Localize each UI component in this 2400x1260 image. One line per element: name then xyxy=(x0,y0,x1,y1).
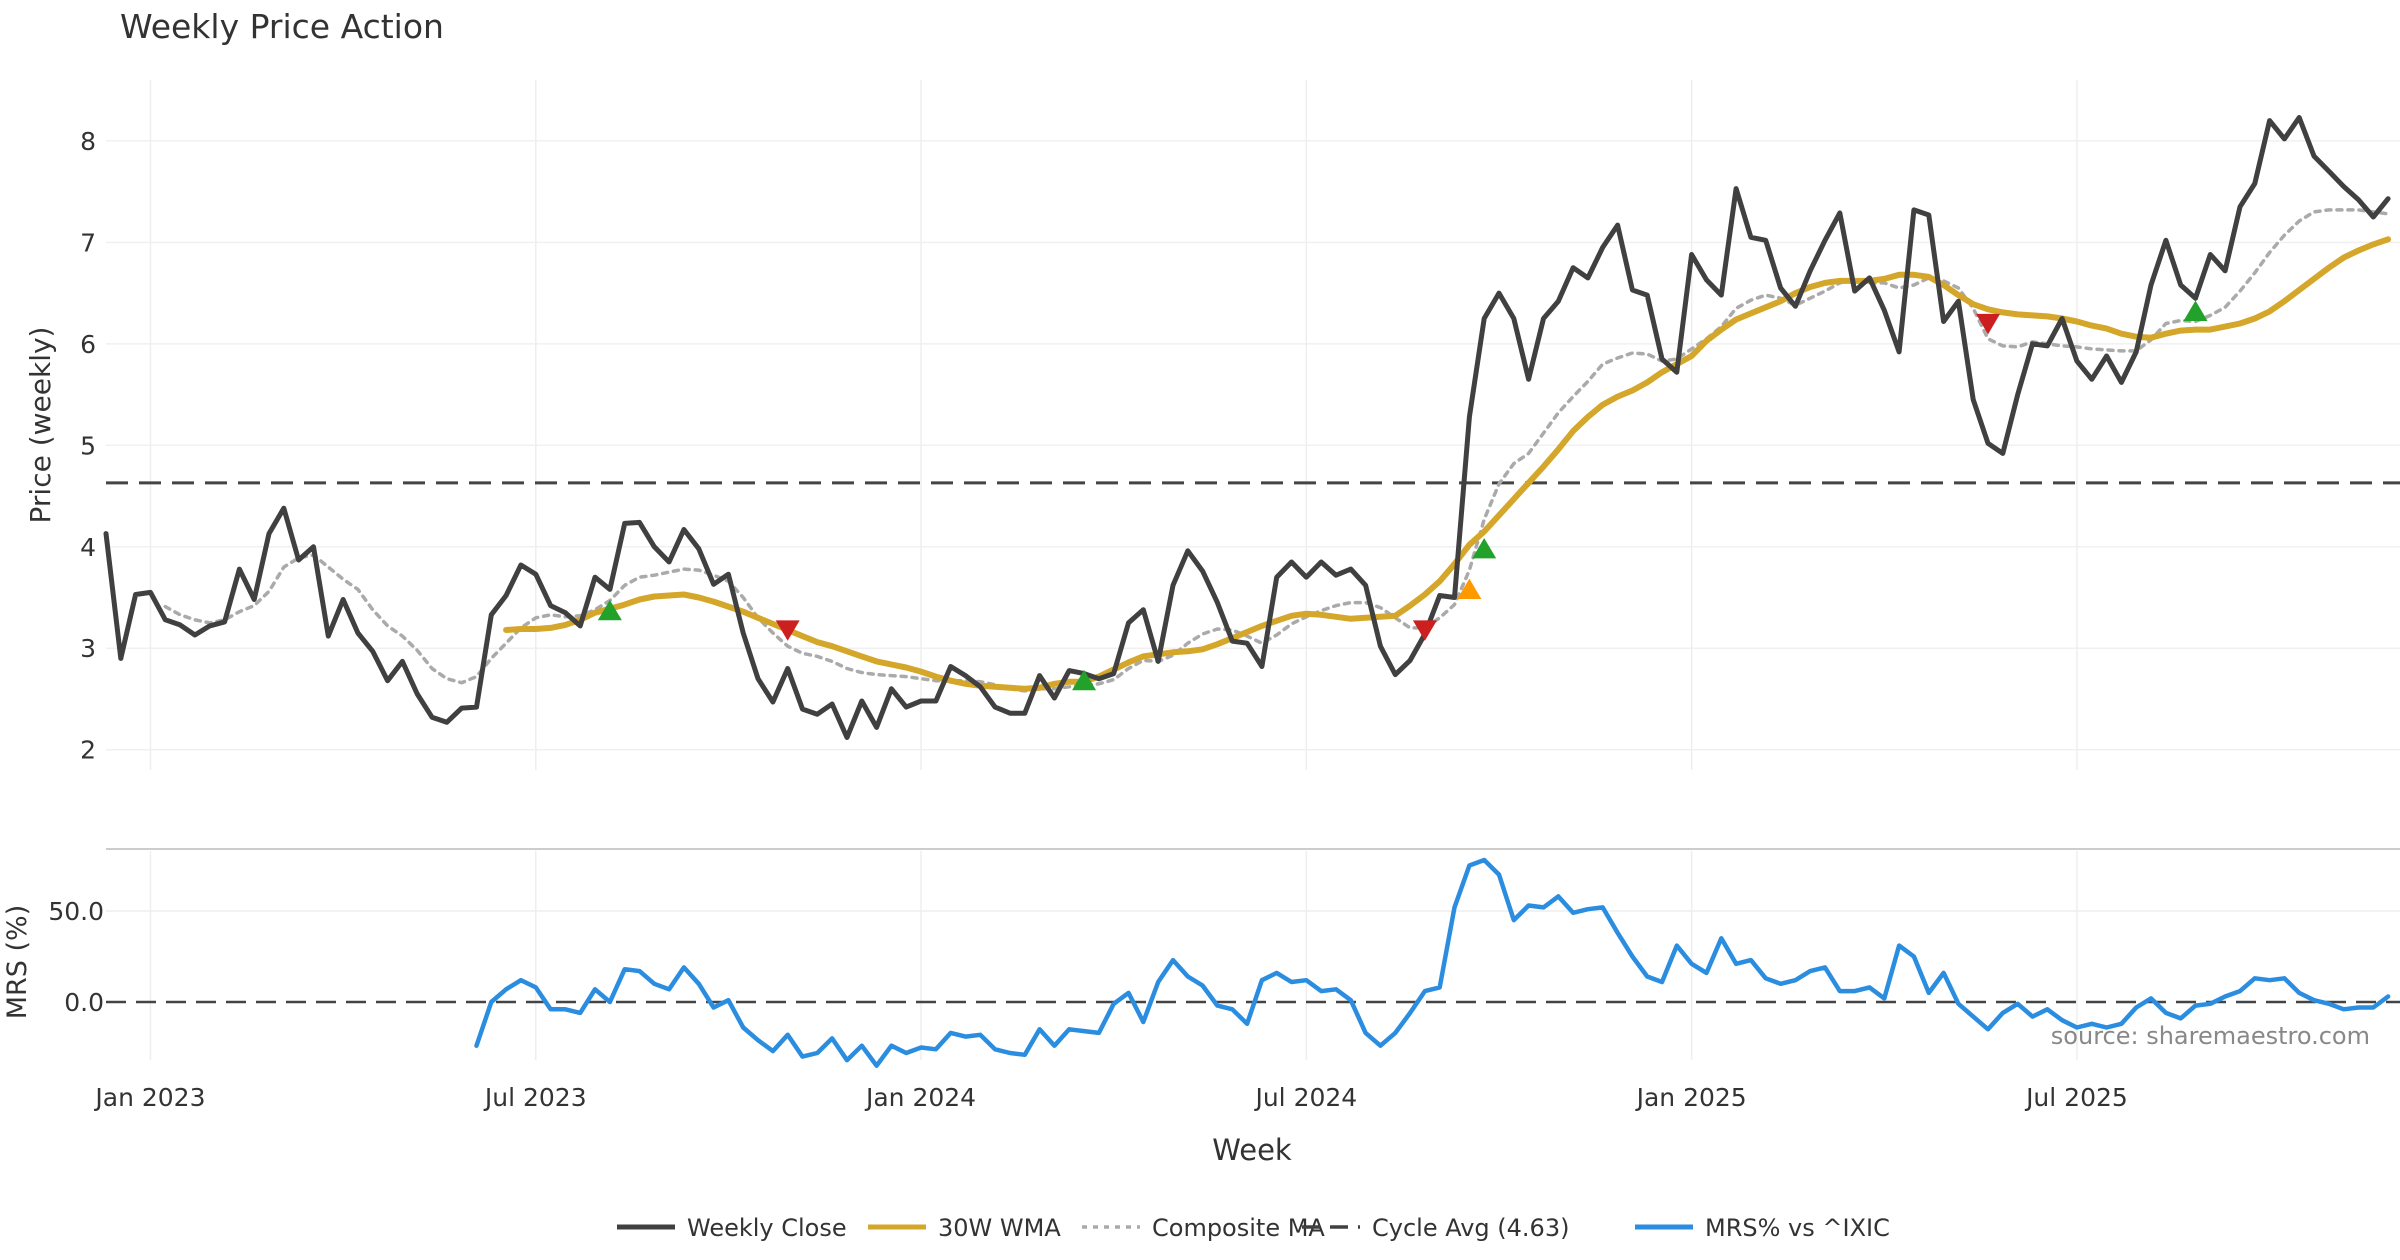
x-tick-label: Jan 2024 xyxy=(864,1083,976,1112)
buy-signal-marker xyxy=(597,599,622,621)
legend-label: Cycle Avg (4.63) xyxy=(1372,1214,1569,1242)
x-axis-label: Week xyxy=(1212,1133,1292,1167)
price-y-ticks: 2 3 4 5 6 7 8 xyxy=(80,127,96,765)
mrs-y-ticks: 0.0 50.0 xyxy=(48,897,104,1017)
legend-item: Composite MA xyxy=(1082,1214,1325,1242)
x-tick-label: Jul 2023 xyxy=(483,1083,587,1112)
legend-item: MRS% vs ^IXIC xyxy=(1635,1214,1890,1242)
buy-signal-marker xyxy=(2183,300,2208,321)
x-tick-label: Jan 2025 xyxy=(1635,1083,1747,1112)
sell-signal-marker xyxy=(1976,313,2001,335)
legend-item: Weekly Close xyxy=(617,1214,847,1242)
price-y-tick-label: 3 xyxy=(80,634,96,663)
mrs-y-axis-label: MRS (%) xyxy=(2,905,33,1020)
legend-label: MRS% vs ^IXIC xyxy=(1705,1214,1890,1242)
price-series-group xyxy=(103,115,2392,740)
legend-label: Composite MA xyxy=(1152,1214,1325,1242)
price-y-tick-label: 8 xyxy=(80,127,96,156)
sell-signal-marker xyxy=(775,620,800,641)
x-tick-label: Jan 2023 xyxy=(93,1083,205,1112)
legend-item: Cycle Avg (4.63) xyxy=(1302,1214,1569,1242)
legend-item: 30W WMA xyxy=(868,1214,1061,1242)
chart-legend: Weekly Close 30W WMA Composite MA Cycle Avg… xyxy=(617,1214,1890,1242)
mrs-y-tick-label: 0.0 xyxy=(64,988,104,1017)
x-tick-label: Jul 2024 xyxy=(1253,1083,1357,1112)
composite-ma-line xyxy=(163,208,2390,693)
buy-signal-marker xyxy=(1072,669,1097,691)
signal-markers xyxy=(597,300,2208,691)
legend-label: Weekly Close xyxy=(687,1214,847,1242)
mrs-panel-grid xyxy=(106,851,2400,1060)
mrs-y-tick-label: 50.0 xyxy=(48,897,104,926)
chart-title: Weekly Price Action xyxy=(120,7,444,46)
price-y-tick-label: 6 xyxy=(80,330,96,359)
mrs-series-group xyxy=(474,857,2391,1068)
source-note: source: sharemaestro.com xyxy=(2051,1022,2370,1050)
x-tick-label: Jul 2025 xyxy=(2024,1083,2128,1112)
price-y-tick-label: 2 xyxy=(80,736,96,765)
price-y-tick-label: 5 xyxy=(80,431,96,460)
price-y-axis-label: Price (weekly) xyxy=(24,327,57,524)
wma-30w-line xyxy=(503,236,2392,692)
crossover-signal-marker xyxy=(1457,578,1482,599)
price-y-tick-label: 7 xyxy=(80,228,96,257)
x-ticks: Jan 2023 Jul 2023 Jan 2024 Jul 2024 Jan 2025… xyxy=(93,1083,2127,1112)
mrs-line xyxy=(474,857,2391,1068)
price-y-tick-label: 4 xyxy=(80,533,96,562)
legend-label: 30W WMA xyxy=(938,1214,1061,1242)
buy-signal-marker xyxy=(1472,537,1497,559)
sell-signal-marker xyxy=(1412,620,1437,641)
weekly-close-line xyxy=(103,115,2391,740)
